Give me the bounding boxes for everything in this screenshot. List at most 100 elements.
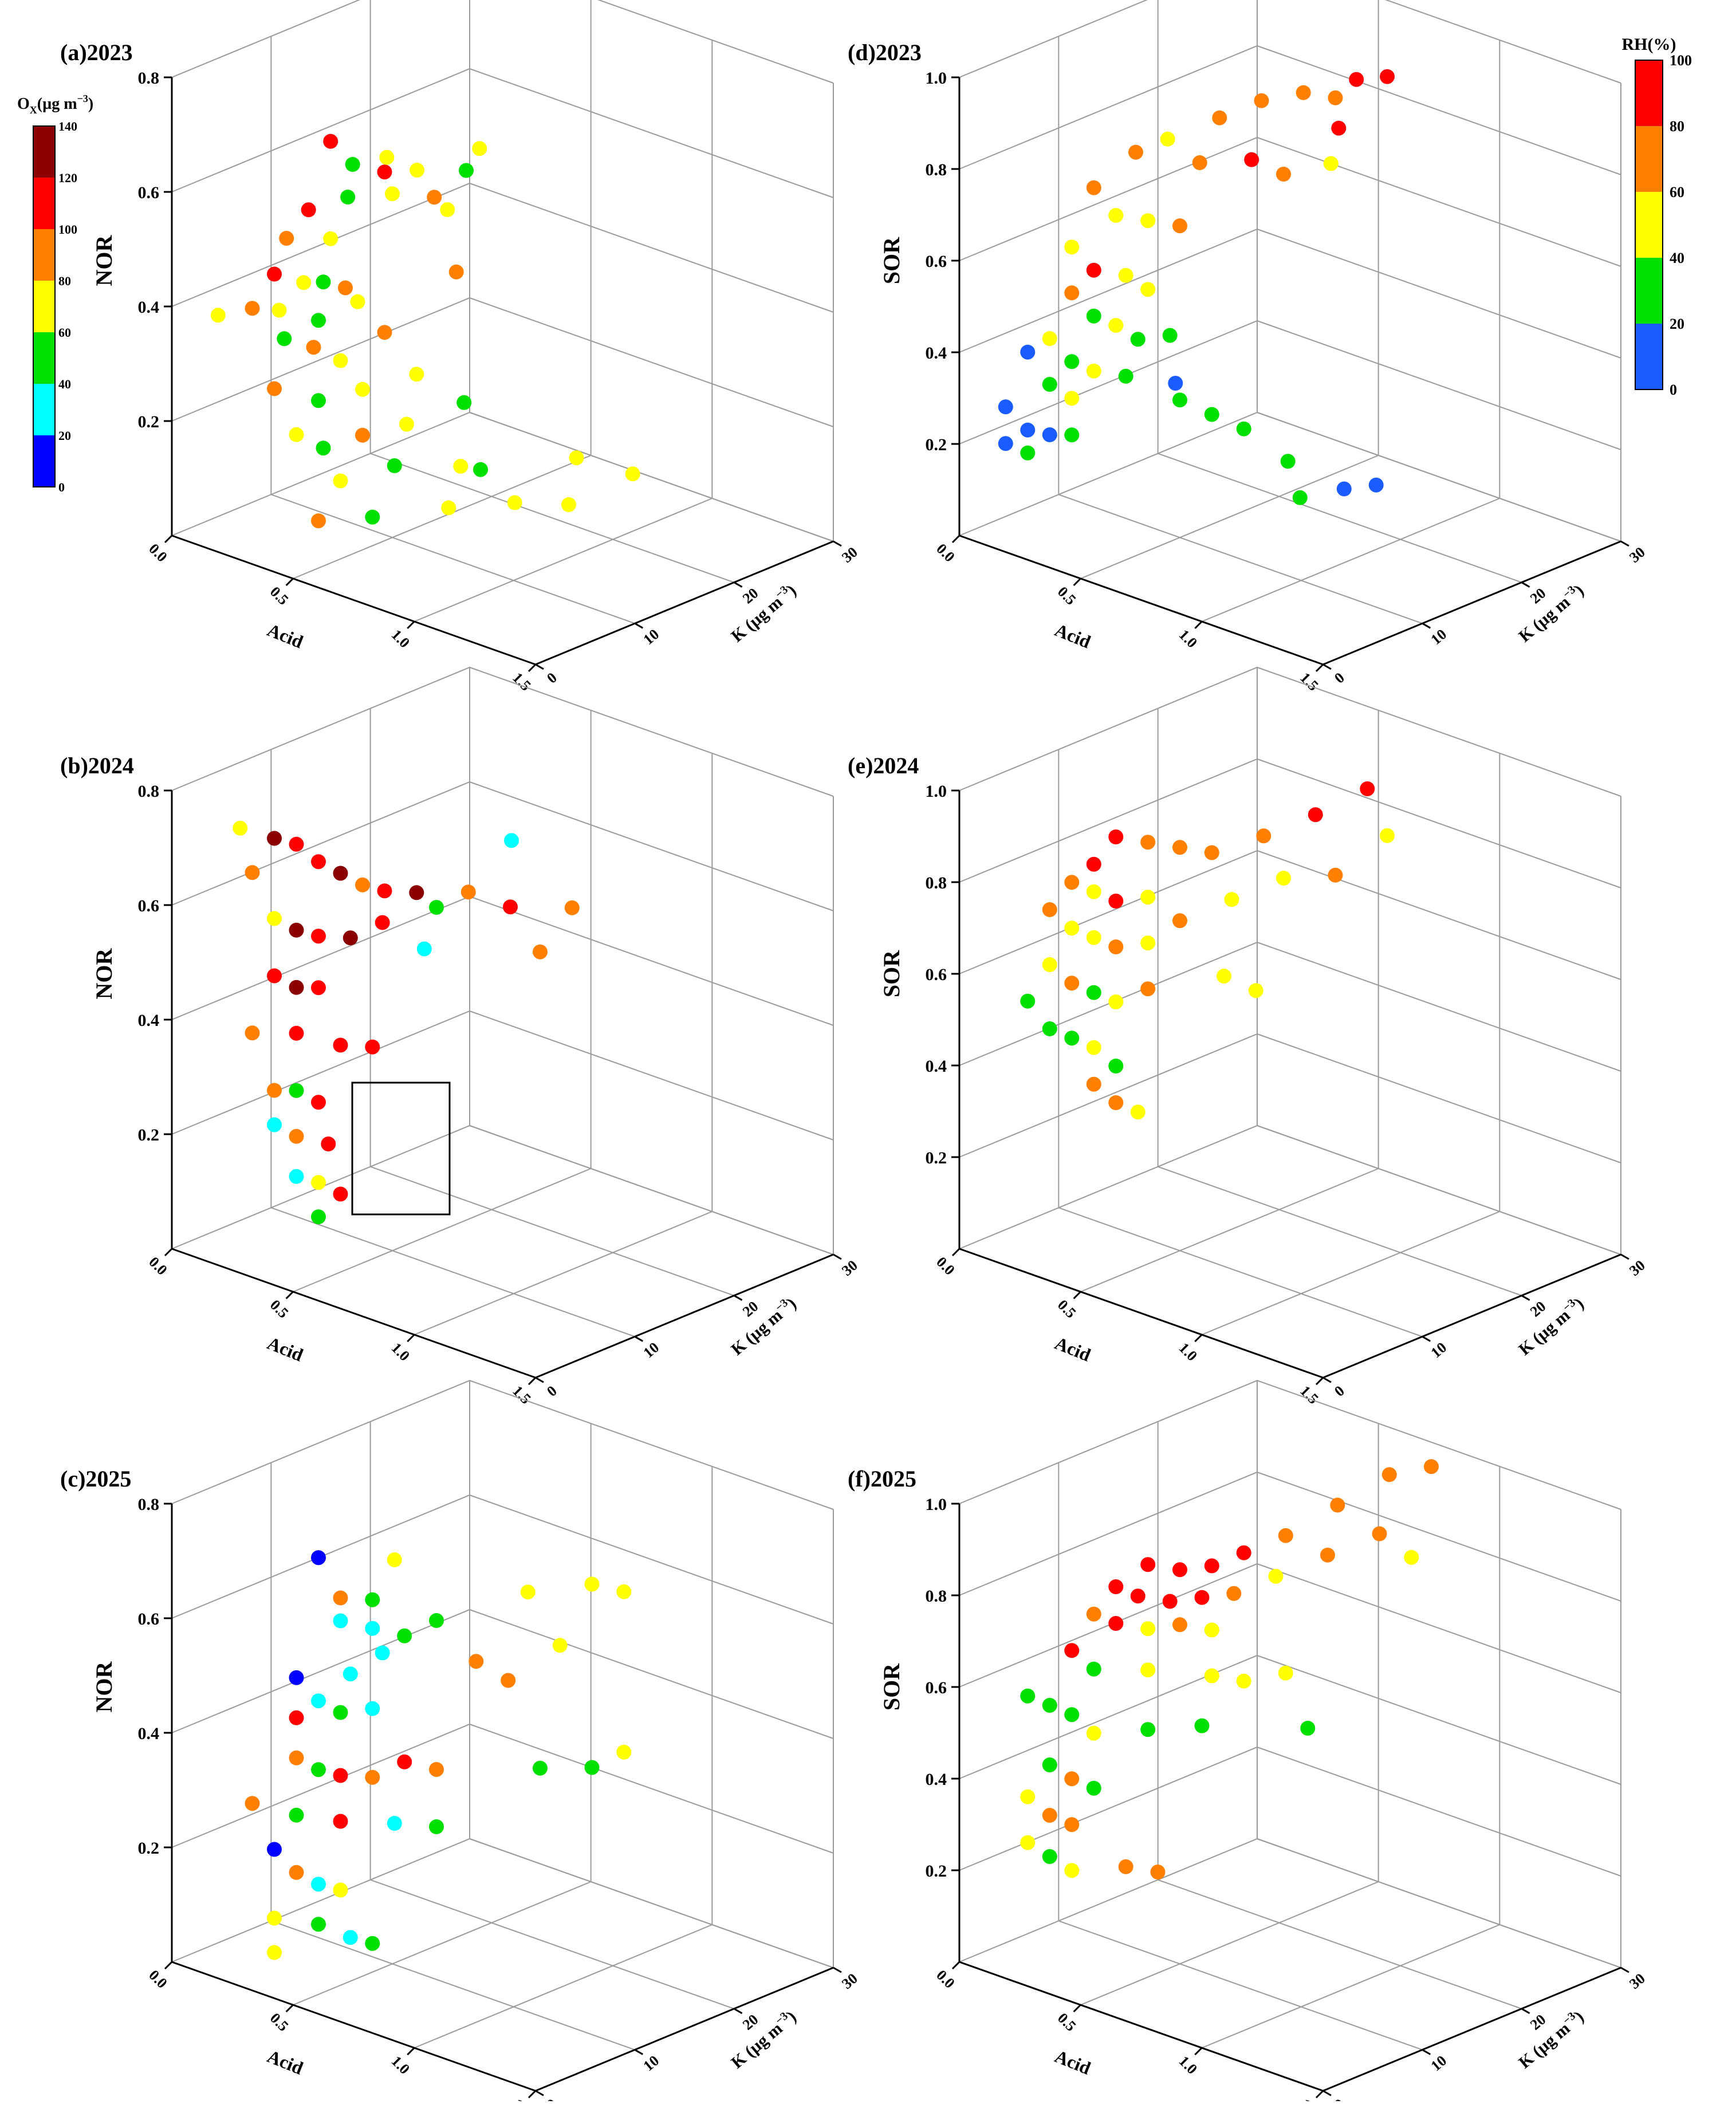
- data-point: [1086, 1606, 1101, 1622]
- z-tick-label: 0.6: [138, 896, 160, 915]
- data-point: [584, 1576, 600, 1592]
- grid-c: [171, 1379, 834, 2091]
- data-point: [1254, 93, 1269, 108]
- grid-line: [1257, 412, 1621, 542]
- data-point: [1276, 871, 1291, 886]
- data-point: [397, 1628, 412, 1643]
- data-point: [289, 1169, 304, 1184]
- data-point: [340, 190, 356, 204]
- z-tick-label: 0.4: [926, 1057, 947, 1076]
- data-point: [267, 968, 282, 984]
- ox-colorbar: 140 120 100 80 60 40 20 0 OX(µg m−3): [17, 93, 93, 494]
- colorbar-segment: [33, 435, 55, 487]
- data-point: [1360, 781, 1375, 796]
- k-tick-label: 0: [1331, 1382, 1348, 1400]
- data-point: [289, 1807, 304, 1823]
- acid-tick-label: 0.5: [1054, 583, 1079, 608]
- data-point: [289, 427, 304, 442]
- data-point: [267, 381, 282, 396]
- grid-line: [293, 455, 592, 579]
- data-point: [333, 1814, 348, 1829]
- data-point: [289, 1128, 304, 1144]
- colorbar-segment: [1635, 258, 1663, 324]
- data-point: [1172, 1617, 1187, 1633]
- colorbar-title: RH(%): [1622, 35, 1676, 54]
- data-point: [1108, 829, 1124, 844]
- data-point: [1349, 72, 1364, 87]
- grid-line: [370, 453, 735, 583]
- data-point: [1323, 156, 1339, 171]
- acid-tick: [164, 1248, 173, 1257]
- data-point: [1108, 1616, 1124, 1631]
- data-point: [501, 1673, 516, 1688]
- data-point: [1140, 282, 1156, 297]
- grid-line: [171, 1494, 834, 1625]
- data-point: [569, 450, 584, 466]
- data-point: [311, 1175, 326, 1190]
- acid-tick: [285, 1291, 294, 1300]
- data-point: [267, 1083, 282, 1098]
- data-point: [625, 466, 640, 482]
- k-tick: [733, 2008, 743, 2014]
- grid-line: [959, 666, 1621, 797]
- data-point: [616, 1584, 632, 1599]
- acid-tick-label: 0.0: [933, 1967, 958, 1991]
- k-axis-title: K (µg m−3): [1514, 1293, 1588, 1359]
- grid-f: [958, 1379, 1621, 2091]
- colorbar-tick-label: 80: [58, 274, 71, 288]
- data-point: [365, 1701, 380, 1716]
- data-point: [1162, 1594, 1178, 1609]
- z-axis-title: NOR: [91, 947, 117, 999]
- data-point: [1086, 180, 1101, 195]
- data-point: [311, 1209, 326, 1225]
- data-point: [459, 163, 474, 178]
- data-point: [343, 1930, 358, 1945]
- grid-line: [469, 1838, 834, 1968]
- data-point: [377, 883, 392, 899]
- data-point: [316, 441, 331, 456]
- data-point: [1130, 1588, 1145, 1604]
- colorbar-tick-label: 40: [58, 377, 71, 391]
- data-point: [1140, 213, 1156, 229]
- data-point: [1328, 90, 1343, 105]
- grid-line: [270, 494, 635, 624]
- data-point: [507, 495, 522, 510]
- highlight-box: [351, 1082, 451, 1216]
- k-tick-label: 20: [739, 2011, 762, 2034]
- data-point: [564, 900, 580, 915]
- points-b: [233, 820, 580, 1225]
- grid-line: [370, 1166, 735, 1296]
- data-point: [1172, 913, 1187, 929]
- acid-tick-label: 0.5: [267, 2009, 292, 2034]
- k-tick-label: 30: [1626, 544, 1648, 566]
- data-point: [520, 1584, 536, 1600]
- data-point: [1020, 422, 1036, 438]
- data-point: [1086, 363, 1101, 379]
- data-point: [1108, 318, 1124, 333]
- data-point: [375, 915, 390, 930]
- k-axis-title: K (µg m−3): [727, 2006, 800, 2072]
- k-tick-label: 10: [640, 1339, 663, 1361]
- grid-line: [959, 1033, 1621, 1163]
- panel-c: 0.2 0.4 0.6 0.8 NOR 0.0 0.5 1.0 1.5 Acid 0 10 20 30 K …: [60, 1082, 861, 2104]
- data-point: [460, 884, 476, 900]
- acid-tick: [951, 1248, 960, 1257]
- data-point: [1300, 1721, 1316, 1736]
- k-tick: [1322, 663, 1332, 670]
- data-point: [289, 980, 304, 995]
- acid-tick-label: 0.0: [933, 1253, 958, 1278]
- data-point: [1064, 875, 1080, 890]
- data-point: [1140, 890, 1156, 905]
- grid-line: [1201, 498, 1500, 622]
- k-tick: [733, 581, 743, 588]
- data-point: [1236, 421, 1251, 436]
- data-point: [245, 865, 260, 880]
- data-point: [429, 1762, 444, 1777]
- data-point: [365, 509, 380, 525]
- k-axis-title: K (µg m−3): [727, 1293, 800, 1359]
- data-point: [343, 930, 358, 946]
- grid-a: [171, 0, 834, 665]
- acid-tick: [407, 1334, 415, 1343]
- data-point: [365, 1621, 380, 1636]
- z-tick-label: 0.6: [926, 965, 947, 984]
